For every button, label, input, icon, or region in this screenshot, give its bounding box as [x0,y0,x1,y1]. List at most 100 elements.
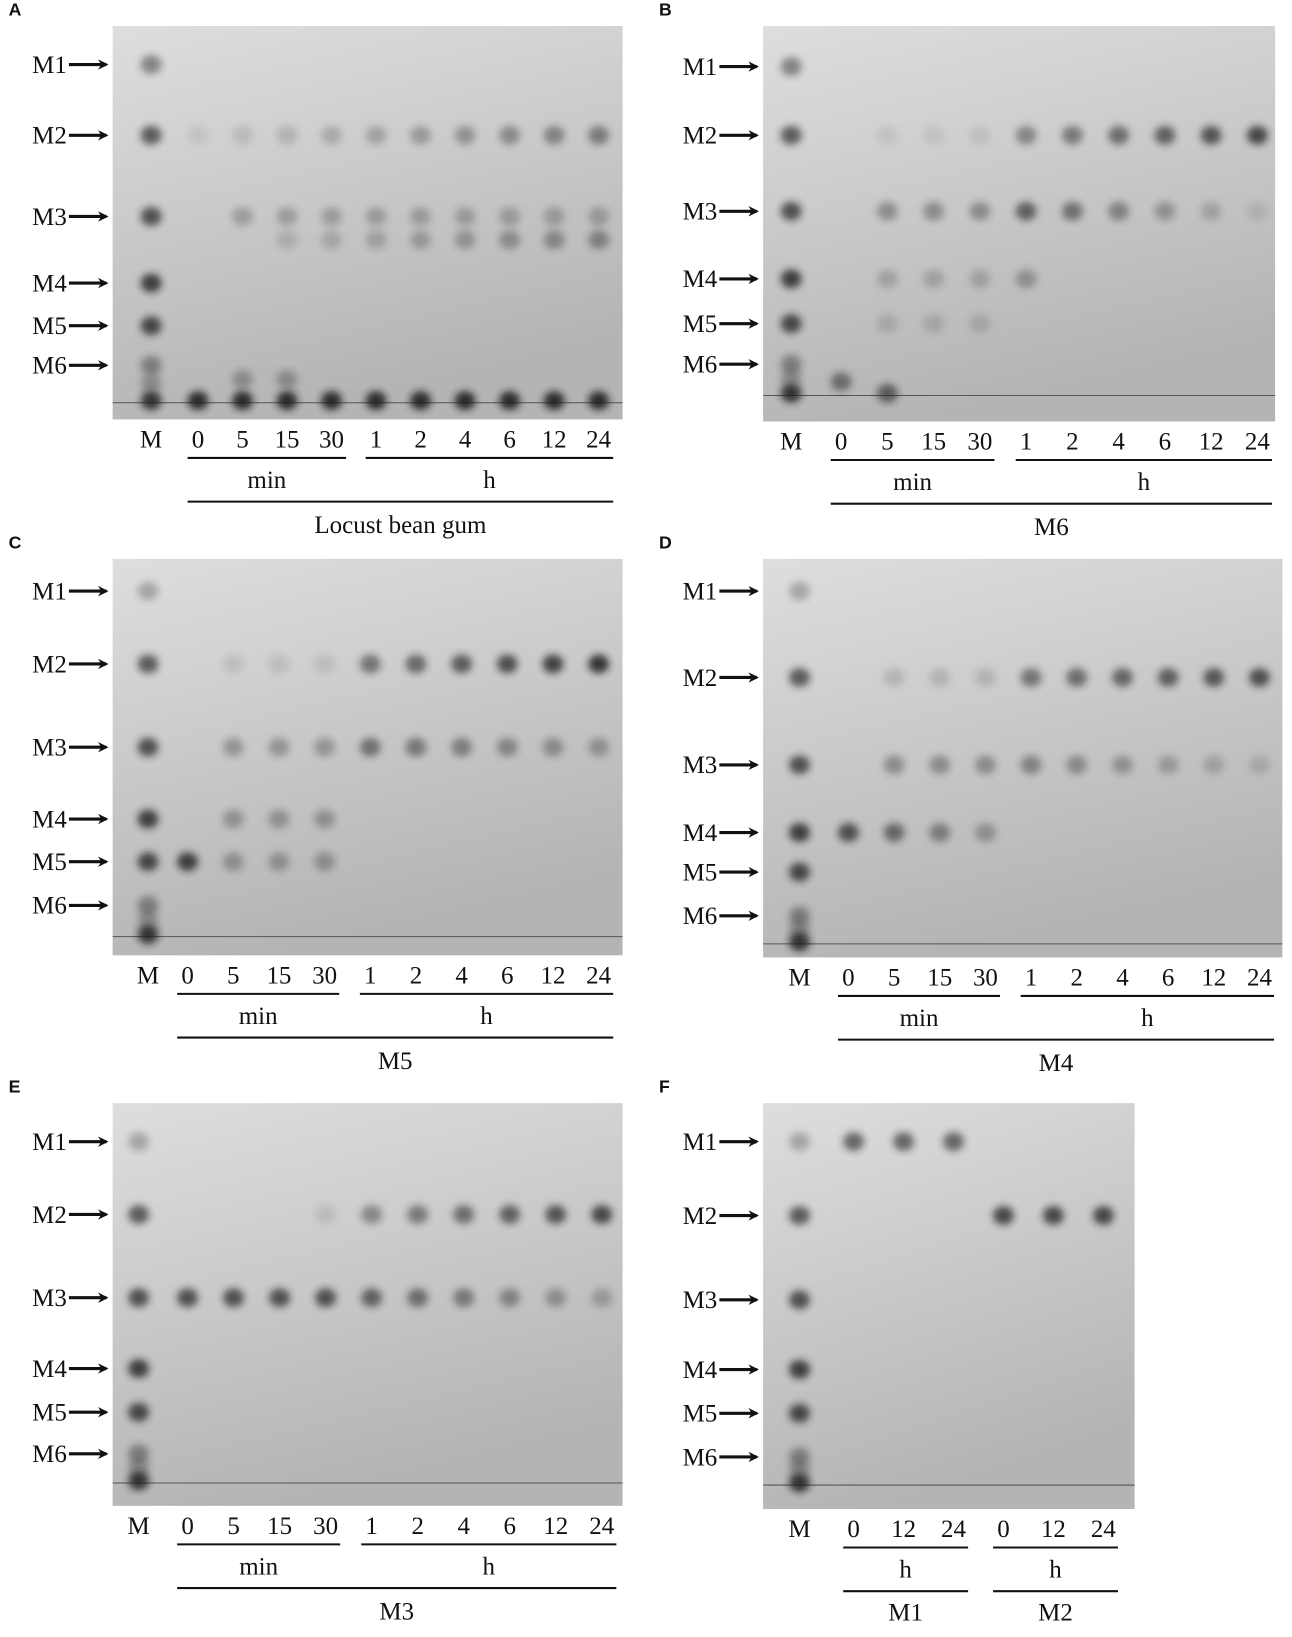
marker-label: M1 [32,52,67,79]
spot [929,823,951,842]
spot [128,1402,150,1422]
spot [140,391,162,411]
spot [499,125,521,145]
spot [883,823,905,842]
caption: M5 [378,1048,413,1075]
spot [780,384,802,403]
spot [269,1288,291,1308]
group-label: h [899,1557,912,1584]
spot [232,391,253,411]
spot [1020,755,1042,775]
spot [321,230,342,250]
spot [789,1132,810,1151]
spot [543,125,565,145]
spot [789,1360,810,1379]
spot [222,852,244,872]
lane-label: 5 [888,965,900,992]
spot [496,737,518,757]
spot [1108,201,1130,221]
spot [993,1206,1014,1225]
lane-label: 1 [1020,429,1032,456]
spot [499,207,521,226]
spot [407,1205,429,1224]
spot [789,862,810,882]
spot [1108,125,1130,145]
spot [588,125,610,145]
spot [780,369,802,389]
spot [780,125,802,145]
spot [321,207,342,226]
spot [545,1288,567,1308]
spot [923,269,945,289]
spot [975,668,996,687]
lane-label: 4 [455,962,468,989]
lane-label: 30 [312,962,337,989]
marker-label: M2 [683,1203,718,1230]
spot [128,1458,150,1477]
spot [789,932,810,952]
spot [876,269,898,289]
spot [780,201,802,221]
spot [365,125,387,145]
caption: M3 [379,1598,414,1625]
lane-label: 30 [313,1513,338,1540]
lane-label: 4 [1116,965,1129,992]
marker-label: M6 [683,903,718,930]
marker-label: M3 [32,735,67,762]
spot [177,852,198,872]
spot [789,755,810,775]
lane-label: 1 [365,1513,377,1540]
spot [1249,755,1270,775]
spot [789,668,810,687]
marker-label: M2 [683,123,718,150]
group-label: min [247,467,286,494]
spot [268,852,290,872]
spot [929,755,951,775]
spot [1112,755,1133,775]
caption: Locust bean gum [314,512,487,539]
lane-label: 30 [967,429,992,456]
spot [943,1132,964,1151]
spot [1112,668,1133,687]
spot [780,314,802,334]
spot [268,809,290,829]
lane-label: 6 [503,426,515,453]
spot [276,370,298,389]
spot [128,1205,150,1224]
spot [365,391,387,411]
marker-label: M4 [683,266,718,293]
spot [789,1206,810,1225]
spot [268,654,290,674]
spot [140,207,162,226]
spot [1066,755,1088,775]
spot [1066,668,1088,687]
spot [187,391,209,411]
spot [1015,269,1037,289]
spot [789,1473,810,1493]
marker-label: M1 [32,1129,67,1156]
lane-label: 15 [927,965,952,992]
spot [1200,125,1222,145]
spot [454,391,476,411]
spot [128,1359,150,1378]
spot [232,370,253,389]
marker-label: M6 [32,1441,67,1468]
spot [789,906,810,926]
spot [496,654,518,674]
lane-label: 6 [503,1513,515,1540]
spot [177,1288,198,1308]
spot [1249,668,1270,687]
spot [1043,1206,1064,1225]
spot [359,654,381,674]
spot [128,1471,150,1491]
spot [137,910,159,930]
spot [789,919,810,939]
spot [137,852,159,872]
spot [789,1403,810,1423]
lane-label: 6 [1159,429,1171,456]
marker-label: M2 [32,123,67,150]
marker-label: M6 [683,1444,718,1471]
marker-label: M1 [683,54,718,81]
marker-label: M4 [683,820,718,847]
spot [222,654,244,674]
